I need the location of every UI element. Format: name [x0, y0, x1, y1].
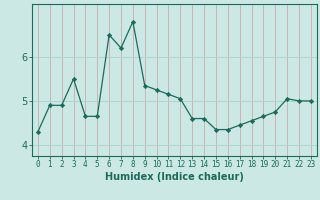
- X-axis label: Humidex (Indice chaleur): Humidex (Indice chaleur): [105, 172, 244, 182]
